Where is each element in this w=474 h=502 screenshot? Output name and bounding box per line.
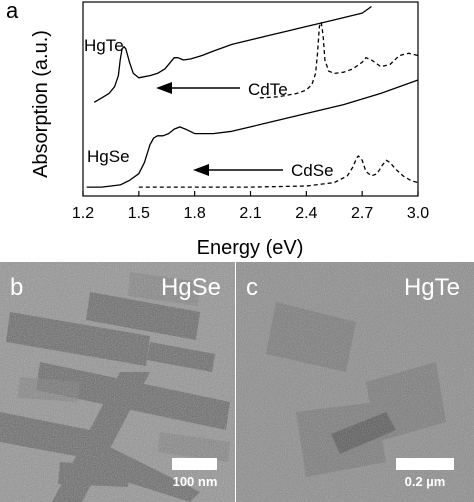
arrow-cdte-to-hgte xyxy=(156,82,240,94)
x-tick-label: 3.0 xyxy=(407,205,429,222)
series-cdse xyxy=(138,155,419,188)
scale-bar-label-b: 100 nm xyxy=(172,474,218,489)
series-cdte xyxy=(259,21,419,99)
series-hgte xyxy=(93,5,372,103)
panel-title-c: HgTe xyxy=(403,274,460,301)
x-tick-label: 2.4 xyxy=(295,205,317,222)
arrow-cdse-to-hgse xyxy=(193,164,283,176)
absorption-chart: a 1.2 1.5 1.8 2.1 2.4 2.7 3.0 HgTe CdTe HgSe C… xyxy=(0,0,474,262)
annotation-cdte: CdTe xyxy=(248,80,288,99)
scale-bar-label-c: 0.2 µm xyxy=(404,474,446,489)
panel-title-b: HgSe xyxy=(160,274,221,301)
series-hgse xyxy=(86,79,419,188)
x-tick-label: 1.8 xyxy=(184,205,206,222)
panel-letter-a: a xyxy=(6,0,19,23)
panel-letter-c: c xyxy=(246,274,258,301)
chart-series-layer xyxy=(86,5,419,188)
panel-letter-b: b xyxy=(10,274,24,301)
chart-background xyxy=(0,0,474,262)
y-axis-label: Absorption (a.u.) xyxy=(30,30,52,178)
annotation-hgte: HgTe xyxy=(84,36,124,55)
x-axis-label: Energy (eV) xyxy=(197,237,304,259)
tem-image-hgse: b HgSe 100 nm xyxy=(0,262,235,502)
annotation-cdse: CdSe xyxy=(291,161,334,180)
chart-annotation-layer: HgTe CdTe HgSe CdSe xyxy=(84,36,334,180)
x-tick-label: 2.7 xyxy=(351,205,373,222)
annotation-hgse: HgSe xyxy=(87,147,130,166)
x-tick-label: 1.5 xyxy=(128,205,150,222)
x-tick-label: 2.1 xyxy=(239,205,261,222)
tem-image-hgte: c HgTe 0.2 µm xyxy=(236,262,474,502)
scale-bar-b xyxy=(172,458,217,470)
scale-bar-c xyxy=(396,458,454,470)
chart-axes: 1.2 1.5 1.8 2.1 2.4 2.7 3.0 xyxy=(72,1,429,222)
x-tick-label: 1.2 xyxy=(72,205,94,222)
